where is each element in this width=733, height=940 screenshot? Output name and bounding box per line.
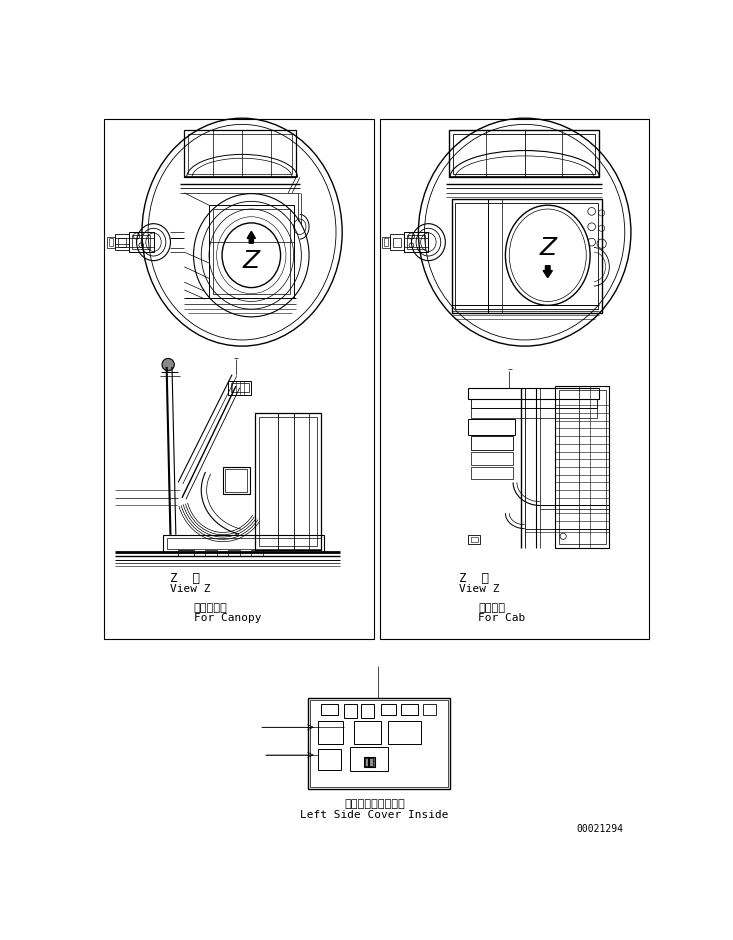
- Bar: [350, 746, 388, 771]
- Text: For Cab: For Cab: [479, 613, 526, 623]
- Bar: [556, 386, 609, 548]
- Polygon shape: [247, 231, 256, 243]
- Bar: [471, 400, 597, 409]
- Bar: [321, 704, 339, 715]
- Text: Left Side Cover Inside: Left Side Cover Inside: [301, 810, 449, 820]
- Bar: [230, 384, 249, 392]
- Bar: [345, 704, 357, 718]
- Bar: [318, 749, 342, 771]
- Bar: [393, 238, 401, 247]
- Bar: [163, 535, 325, 552]
- Bar: [104, 119, 374, 638]
- Bar: [380, 704, 396, 715]
- Bar: [471, 451, 513, 465]
- Bar: [255, 413, 320, 550]
- Bar: [471, 537, 478, 542]
- Bar: [471, 436, 513, 450]
- Bar: [402, 704, 419, 715]
- Bar: [251, 550, 263, 556]
- Bar: [361, 704, 374, 718]
- Bar: [118, 238, 126, 247]
- Bar: [468, 419, 515, 434]
- Bar: [382, 237, 390, 247]
- Text: Z: Z: [243, 249, 260, 273]
- Bar: [423, 704, 436, 715]
- Bar: [318, 721, 343, 744]
- Bar: [213, 209, 290, 293]
- Text: 左サイドカバー内側: 左サイドカバー内側: [344, 799, 405, 809]
- Bar: [132, 235, 150, 249]
- Bar: [178, 550, 194, 556]
- Text: Z  視: Z 視: [459, 572, 489, 585]
- Bar: [225, 469, 248, 492]
- Bar: [390, 234, 404, 250]
- Bar: [109, 239, 114, 246]
- Bar: [115, 234, 129, 250]
- Bar: [468, 535, 480, 544]
- Ellipse shape: [162, 358, 174, 370]
- Text: キャブ用: キャブ用: [479, 603, 506, 613]
- Ellipse shape: [222, 223, 281, 288]
- Bar: [384, 239, 388, 246]
- Bar: [166, 538, 320, 549]
- Text: キャノピ用: キャノピ用: [194, 603, 227, 613]
- Bar: [184, 130, 296, 178]
- Bar: [129, 232, 153, 252]
- Bar: [453, 133, 595, 174]
- Bar: [228, 550, 240, 556]
- Bar: [449, 130, 600, 178]
- Bar: [209, 205, 294, 298]
- Bar: [308, 698, 450, 789]
- Bar: [223, 467, 250, 494]
- Bar: [463, 386, 602, 548]
- Bar: [468, 388, 600, 400]
- Text: Z: Z: [539, 236, 556, 259]
- Bar: [259, 417, 317, 546]
- Bar: [455, 203, 598, 309]
- Bar: [407, 235, 425, 249]
- Text: For Canopy: For Canopy: [194, 613, 261, 623]
- Bar: [107, 237, 115, 247]
- Ellipse shape: [509, 209, 586, 302]
- Bar: [559, 390, 605, 544]
- Text: Z  視: Z 視: [171, 572, 200, 585]
- Bar: [364, 757, 375, 767]
- Text: View Z: View Z: [459, 584, 500, 594]
- Bar: [228, 381, 251, 395]
- Bar: [188, 133, 292, 174]
- Text: 00021294: 00021294: [577, 823, 624, 834]
- Bar: [404, 232, 428, 252]
- Bar: [205, 550, 217, 556]
- Bar: [365, 758, 373, 766]
- Bar: [452, 199, 602, 313]
- Bar: [452, 199, 488, 313]
- Polygon shape: [543, 266, 553, 277]
- Bar: [380, 119, 649, 638]
- Bar: [471, 409, 597, 417]
- Ellipse shape: [506, 205, 590, 306]
- Bar: [354, 721, 380, 744]
- Bar: [388, 721, 421, 744]
- Bar: [310, 700, 448, 787]
- Text: View Z: View Z: [171, 584, 211, 594]
- Bar: [471, 467, 513, 478]
